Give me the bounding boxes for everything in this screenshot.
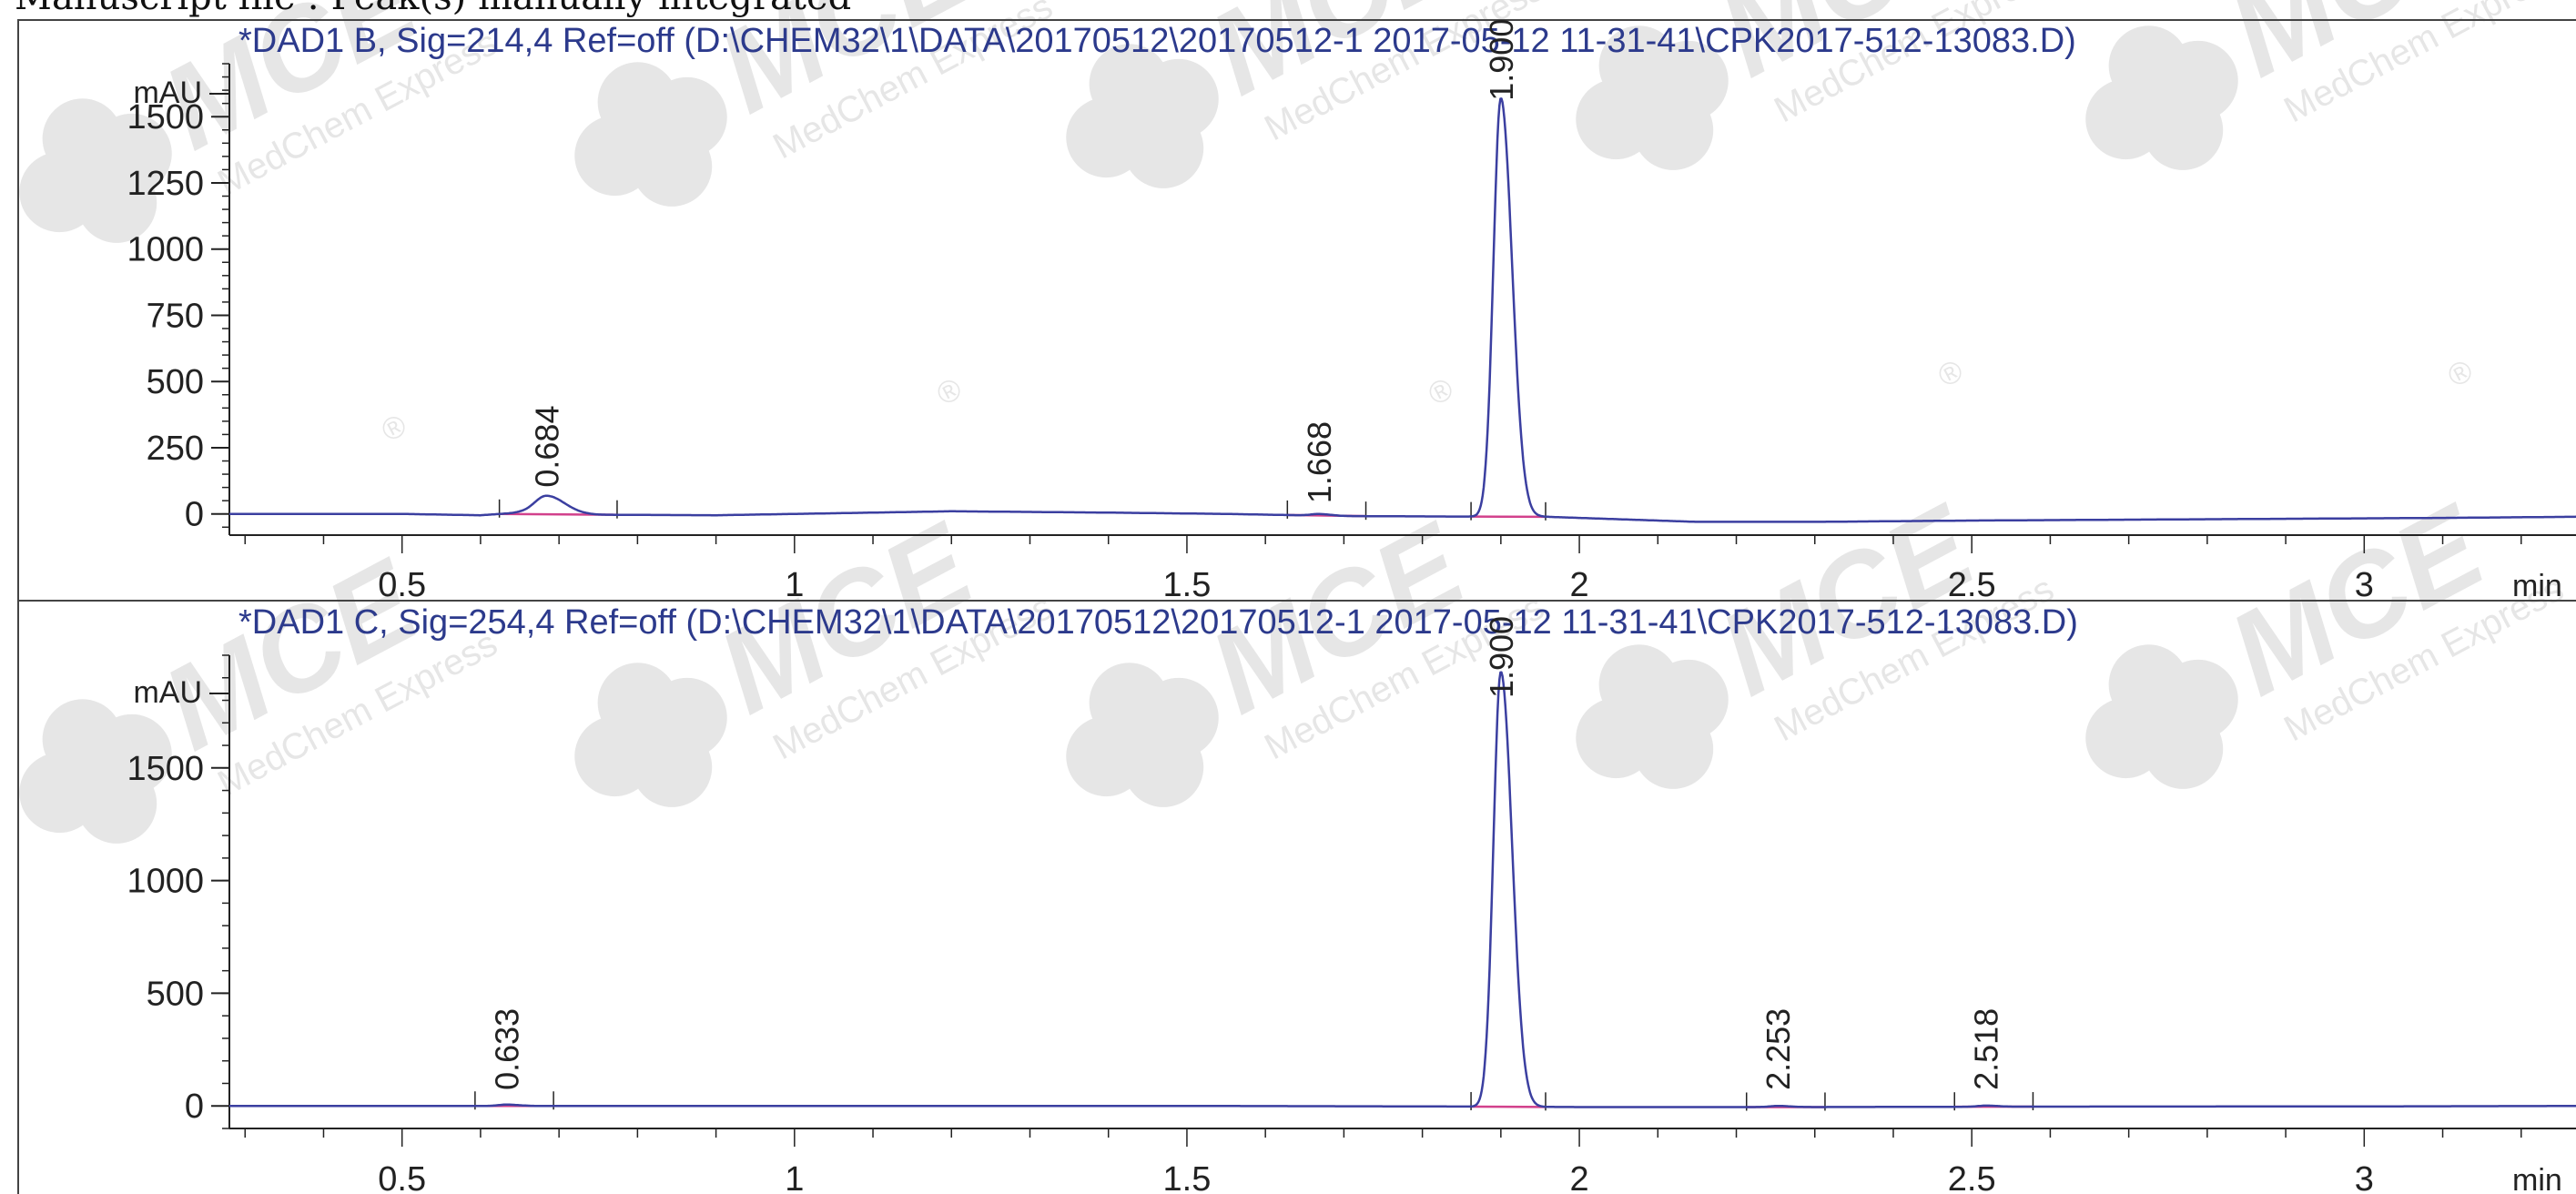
watermark-flower-icon [1648, 659, 1729, 740]
panel-marks: 0.684 1.668 1.900 [228, 19, 2576, 523]
watermark-flower-icon [91, 713, 172, 794]
peak-rt-label: 2.518 [1968, 1008, 2005, 1090]
watermark-reg-mark: ® [1423, 371, 1459, 412]
x-tick-label: 3 [2355, 1160, 2374, 1194]
watermark-flower-icon [91, 113, 172, 194]
y-tick-label: 1000 [127, 863, 204, 901]
x-axis-unit-label: min [2512, 1163, 2562, 1194]
x-axis-unit-label: min [2512, 569, 2562, 603]
panel-axes: mAU 0 500 1000 1500 0.5 1 1.5 2 2.5 3 min [127, 654, 2576, 1194]
y-tick-label: 1250 [127, 165, 204, 203]
y-tick-label: 500 [147, 363, 204, 401]
peak-rt-label: 1.668 [1301, 421, 1338, 503]
peak-rt-label: 0.684 [528, 406, 565, 488]
watermark-reg-mark: ® [376, 408, 412, 449]
watermark-flower-icon [646, 677, 727, 758]
watermark-flower-icon [1138, 677, 1219, 758]
watermark-flower-icon [1648, 40, 1729, 121]
watermark-reg-mark: ® [2442, 353, 2479, 394]
panel-marks: 0.633 1.900 2.253 2.518 [228, 616, 2576, 1111]
watermark-flower-icon [2157, 659, 2238, 740]
peak-rt-label: 1.900 [1483, 616, 1520, 698]
x-tick-label: 2.5 [1948, 1160, 1996, 1194]
header-cut-text: Manuscript file : Peak(s) manually integ… [15, 0, 851, 18]
peak-rt-label: 0.633 [488, 1008, 525, 1090]
chromatogram-panel-dad1-b: *DAD1 B, Sig=214,4 Ref=off (D:\CHEM32\1\… [17, 19, 2576, 604]
x-tick-label: 1.5 [1163, 1160, 1212, 1194]
x-tick-label: 3 [2355, 566, 2374, 604]
y-tick-label: 0 [185, 1088, 204, 1126]
panel-title: *DAD1 C, Sig=254,4 Ref=off (D:\CHEM32\1\… [238, 603, 2078, 642]
chromatogram-trace [228, 671, 2576, 1108]
y-tick-label: 1500 [127, 98, 204, 137]
y-tick-label: 1000 [127, 231, 204, 269]
y-tick-label: 500 [147, 975, 204, 1013]
x-tick-label: 2.5 [1948, 566, 1996, 604]
x-tick-label: 1 [785, 1160, 804, 1194]
y-axis-unit-label: mAU [133, 76, 202, 110]
watermark-reg-mark: ® [1932, 353, 1969, 394]
watermark-reg-mark: ® [931, 371, 968, 412]
chromatogram-trace [228, 97, 2576, 523]
panel-axes: mAU 0 250 500 750 1000 1250 1500 0.5 1 1.5 2 2.5 3 min [127, 63, 2576, 604]
watermark-flower-icon [646, 76, 727, 157]
x-tick-label: 2 [1570, 1160, 1589, 1194]
y-tick-label: 750 [147, 297, 204, 335]
y-tick-label: 1500 [127, 750, 204, 788]
peak-rt-label: 2.253 [1760, 1008, 1797, 1090]
y-axis-unit-label: mAU [133, 675, 202, 710]
panel-frame [17, 600, 2576, 1194]
x-tick-label: 1 [785, 566, 804, 604]
panel-title: *DAD1 B, Sig=214,4 Ref=off (D:\CHEM32\1\… [238, 22, 2076, 60]
watermark-flower-icon [1138, 58, 1219, 139]
chromatogram-panel-dad1-c: *DAD1 C, Sig=254,4 Ref=off (D:\CHEM32\1\… [17, 600, 2576, 1194]
x-tick-label: 2 [1570, 566, 1589, 604]
peak-rt-label: 1.900 [1483, 19, 1520, 101]
y-tick-label: 250 [147, 430, 204, 468]
x-tick-label: 0.5 [378, 566, 426, 604]
y-tick-label: 0 [185, 496, 204, 534]
x-tick-label: 1.5 [1163, 566, 1212, 604]
watermark-flower-icon [2157, 40, 2238, 121]
x-tick-label: 0.5 [378, 1160, 426, 1194]
